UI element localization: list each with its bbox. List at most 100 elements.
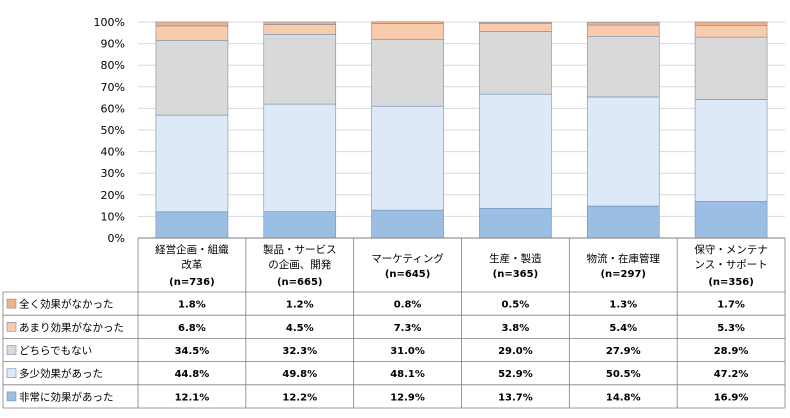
y-tick-label: 30% — [101, 167, 125, 180]
data-label: 47.2% — [714, 369, 749, 380]
data-label: 29.0% — [498, 346, 533, 357]
data-label: 0.5% — [502, 300, 530, 311]
bar-segment — [479, 31, 552, 95]
bar-segment — [479, 93, 552, 209]
data-label: 50.5% — [606, 369, 641, 380]
data-label: 34.5% — [175, 346, 210, 357]
bar-segment — [371, 38, 444, 107]
bar-segment — [694, 99, 768, 202]
bar-segment — [586, 36, 660, 98]
y-tick-label: 60% — [101, 102, 125, 115]
bar-segment — [263, 24, 337, 35]
data-label: 13.7% — [498, 392, 533, 403]
y-tick-label: 100% — [94, 16, 125, 29]
data-label: 12.9% — [390, 392, 425, 403]
data-label: 7.3% — [394, 323, 422, 334]
y-tick-label: 10% — [101, 210, 125, 223]
category-label: 物流・在庫管理 — [587, 252, 661, 265]
data-label: 12.2% — [282, 392, 317, 403]
bars — [155, 21, 768, 239]
legend-label: あまり効果がなかった — [19, 321, 124, 334]
legend-label: 非常に効果があった — [19, 390, 114, 403]
category-count: (n=297) — [600, 269, 646, 280]
grid-lines — [138, 21, 785, 239]
data-label: 48.1% — [390, 369, 425, 380]
bar-segment — [694, 25, 768, 38]
bar-segment — [263, 211, 337, 239]
data-label: 3.8% — [502, 323, 530, 334]
legend-label: どちらでもない — [19, 345, 92, 357]
data-label: 1.3% — [609, 300, 637, 311]
category-count: (n=645) — [385, 269, 431, 280]
y-tick-label: 50% — [101, 124, 125, 137]
bar-segment — [155, 114, 229, 213]
category-label: 保守・メンテナ — [694, 243, 768, 256]
bar-segment — [479, 208, 552, 239]
category-label: マーケティング — [371, 252, 444, 265]
bar-segment — [586, 96, 660, 207]
category-label: ンス・サポート — [694, 259, 767, 271]
data-label: 31.0% — [390, 346, 425, 357]
legend-swatch — [6, 298, 17, 309]
bar-segment — [586, 205, 660, 239]
legend-swatch — [6, 368, 17, 379]
bar-segment — [479, 22, 552, 32]
legend-label: 多少効果があった — [19, 367, 103, 380]
bar-segment — [155, 21, 229, 27]
legend-label: 全く効果がなかった — [19, 298, 114, 311]
data-label: 12.1% — [175, 392, 210, 403]
y-tick-label: 20% — [101, 189, 125, 202]
category-label: 製品・サービス — [263, 243, 337, 256]
data-label: 32.3% — [282, 346, 317, 357]
bar-segment — [371, 23, 444, 40]
data-label: 5.4% — [609, 323, 637, 334]
category-label: 経営企画・組織 — [155, 243, 229, 256]
bar-segment — [371, 105, 444, 211]
y-axis: 0% 10% 20% 30% 40% 50% 60% 70% 80% 90% 100% — [94, 16, 125, 245]
data-label: 52.9% — [498, 369, 533, 380]
data-label: 16.9% — [714, 392, 749, 403]
category-count: (n=356) — [708, 277, 754, 288]
y-tick-label: 90% — [101, 38, 125, 51]
data-label: 1.7% — [717, 300, 745, 311]
bar-segment — [479, 21, 552, 24]
data-label: 4.5% — [286, 323, 314, 334]
legend-swatch — [6, 321, 17, 332]
data-label: 1.8% — [178, 300, 206, 311]
data-label: 1.2% — [286, 300, 314, 311]
y-tick-label: 0% — [108, 232, 125, 245]
data-label: 27.9% — [606, 346, 641, 357]
bar-segment — [694, 36, 768, 100]
bar-segment — [155, 211, 229, 239]
category-count: (n=736) — [169, 277, 215, 288]
legend-swatch — [6, 391, 17, 402]
data-label: 44.8% — [175, 369, 210, 380]
bar-segment — [586, 24, 660, 37]
data-label: 14.8% — [606, 392, 641, 403]
legend-swatch — [6, 345, 17, 355]
y-tick-label: 80% — [101, 59, 125, 72]
data-label: 5.3% — [717, 323, 745, 334]
bar-segment — [371, 209, 444, 239]
y-tick-label: 70% — [101, 81, 125, 94]
bar-segment — [694, 21, 768, 26]
bar-segment — [694, 201, 768, 239]
data-label: 6.8% — [178, 323, 206, 334]
data-label: 0.8% — [394, 300, 422, 311]
bar-segment — [586, 21, 660, 26]
data-label: 49.8% — [282, 369, 317, 380]
category-count: (n=365) — [493, 269, 539, 280]
category-label: 生産・製造 — [489, 252, 542, 265]
category-label: 改革 — [181, 258, 202, 271]
bar-segment — [155, 25, 229, 41]
category-label: の企画、開発 — [268, 258, 331, 271]
category-count: (n=665) — [277, 277, 323, 288]
bar-segment — [371, 21, 444, 24]
bar-segment — [263, 21, 337, 25]
data-label: 28.9% — [714, 346, 749, 357]
bar-segment — [263, 34, 337, 105]
bar-segment — [155, 40, 229, 116]
